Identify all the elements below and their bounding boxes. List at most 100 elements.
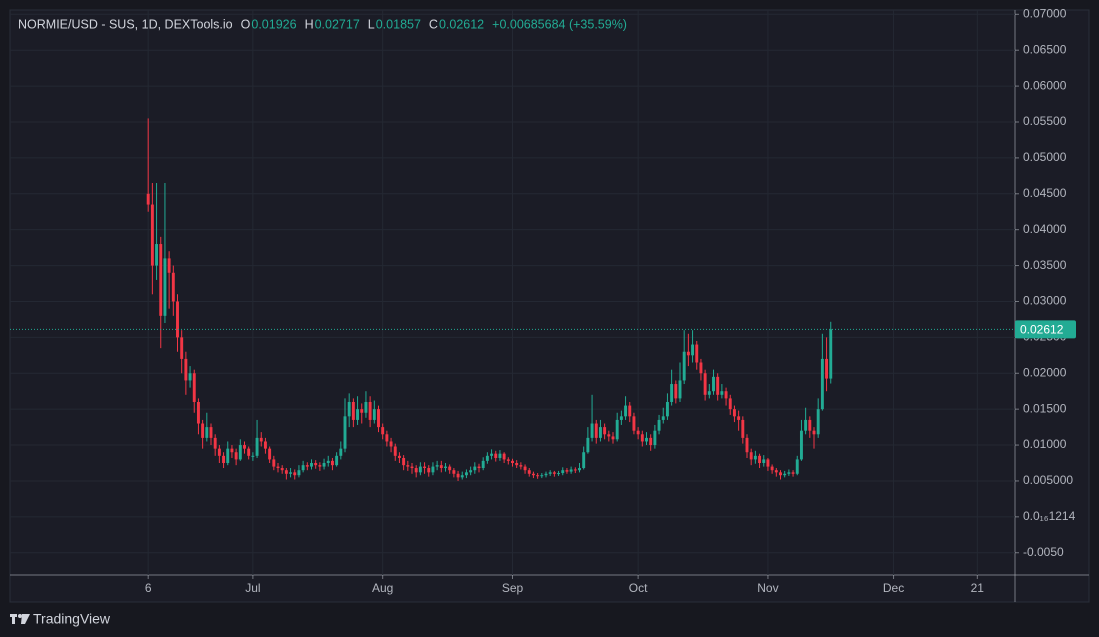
- candle-body: [213, 437, 217, 449]
- candle-body: [163, 258, 167, 316]
- ohlc-key: H: [305, 17, 314, 31]
- brand-name: TradingView: [33, 611, 111, 627]
- candle-body: [519, 465, 523, 467]
- candle-body: [167, 258, 171, 273]
- candle-body: [226, 448, 230, 464]
- candle-body: [640, 434, 644, 442]
- candle-body: [431, 466, 435, 473]
- candle-body: [678, 380, 682, 399]
- y-tick-label: 0.01500: [1023, 401, 1067, 415]
- candle-body: [322, 463, 326, 467]
- y-tick-label: 0.04000: [1023, 222, 1067, 236]
- candle-body: [774, 470, 778, 473]
- candle-body: [636, 430, 640, 435]
- candle-body: [724, 391, 728, 399]
- candle-body: [540, 475, 544, 477]
- y-tick-label: 0.05000: [1023, 150, 1067, 164]
- candle-body: [289, 472, 293, 474]
- candle-body: [402, 457, 406, 466]
- candle-body: [343, 416, 347, 449]
- candle-body: [569, 469, 573, 472]
- candle-body: [544, 473, 548, 476]
- y-tick-label: 0.0₁₆1214: [1023, 509, 1076, 523]
- candle-body: [674, 384, 678, 399]
- candle-body: [255, 437, 259, 456]
- last-price-tag: [1015, 320, 1076, 339]
- candle-body: [456, 473, 460, 478]
- candle-body: [657, 419, 661, 431]
- candle-body: [523, 466, 527, 471]
- candle-body: [301, 465, 305, 471]
- y-tick-label: 0.07000: [1023, 6, 1067, 20]
- y-tick-label: 0.005000: [1023, 473, 1073, 487]
- candle-body: [427, 468, 431, 473]
- candle-body: [561, 470, 565, 474]
- candle-body: [766, 459, 770, 467]
- candle-body: [406, 465, 410, 467]
- candle-body: [716, 376, 720, 395]
- candle-body: [598, 427, 602, 438]
- candle-body: [146, 193, 150, 205]
- candle-body: [263, 441, 267, 449]
- candle-body: [339, 448, 343, 456]
- candle-body: [444, 466, 447, 469]
- candle-body: [460, 475, 464, 478]
- candle-body: [372, 409, 376, 420]
- candle-body: [485, 455, 489, 461]
- ohlc-value: 0.02717: [315, 17, 360, 31]
- candle-body: [310, 463, 313, 467]
- candle-body: [494, 453, 498, 458]
- candle-body: [180, 337, 184, 359]
- candle-body: [389, 441, 393, 447]
- candle-body: [230, 448, 234, 453]
- candle-body: [825, 358, 829, 379]
- candle-body: [418, 466, 422, 473]
- candle-body: [799, 430, 803, 460]
- candle-body: [531, 473, 535, 476]
- x-tick-label: 21: [971, 581, 985, 595]
- candle-body: [779, 472, 782, 476]
- candle-body: [670, 384, 674, 402]
- candle-body: [469, 470, 473, 473]
- candle-body: [356, 409, 360, 420]
- ohlc-value: 0.02612: [439, 17, 484, 31]
- candle-body: [385, 434, 389, 442]
- candle-body: [758, 455, 762, 464]
- x-tick-label: Jul: [245, 581, 260, 595]
- candle-body: [607, 434, 611, 437]
- candle-body: [586, 437, 590, 453]
- logo-part: [21, 614, 30, 624]
- candle-body: [749, 452, 753, 460]
- candle-body: [305, 465, 309, 467]
- x-tick-label: Dec: [883, 581, 904, 595]
- chart-frame: [9, 9, 1090, 603]
- brand-logo: [10, 614, 30, 624]
- candle-body: [159, 244, 163, 316]
- candle-body: [745, 437, 749, 453]
- y-tick-label: -0.0050: [1023, 545, 1064, 559]
- candle-body: [787, 472, 791, 474]
- candle-body: [594, 423, 598, 438]
- y-tick-label: 0.01000: [1023, 437, 1067, 451]
- ohlc-key: C: [429, 17, 438, 31]
- candle-body: [573, 469, 577, 471]
- candle-body: [720, 391, 724, 395]
- candle-body: [552, 472, 556, 474]
- candle-body: [732, 409, 736, 417]
- x-tick-label: Aug: [372, 581, 393, 595]
- candle-body: [502, 453, 506, 460]
- ohlc-value: 0.01926: [251, 17, 296, 31]
- candle-body: [251, 455, 255, 457]
- candle-body: [548, 472, 552, 474]
- candle-body: [498, 453, 502, 458]
- candle-body: [695, 344, 699, 363]
- candle-body: [619, 416, 623, 420]
- candle-body: [247, 448, 251, 456]
- candle-body: [368, 401, 372, 420]
- candle-body: [477, 466, 481, 469]
- y-tick-label: 0.03000: [1023, 294, 1067, 308]
- candle-body: [192, 373, 196, 402]
- candle-body: [649, 437, 653, 446]
- candle-body: [536, 475, 540, 477]
